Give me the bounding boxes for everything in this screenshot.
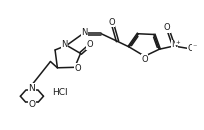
Text: N: N [170, 40, 176, 49]
Text: N: N [81, 28, 87, 37]
Text: HCl: HCl [52, 88, 68, 97]
Text: O: O [74, 64, 81, 73]
Text: ⁻: ⁻ [192, 43, 196, 51]
Text: O: O [28, 100, 35, 109]
Text: O: O [86, 40, 92, 49]
Text: O: O [163, 23, 170, 32]
Text: +: + [174, 40, 179, 45]
Text: O: O [108, 18, 114, 27]
Text: O: O [141, 55, 147, 64]
Text: N: N [61, 40, 68, 49]
Text: N: N [28, 84, 35, 93]
Text: O: O [186, 44, 193, 53]
